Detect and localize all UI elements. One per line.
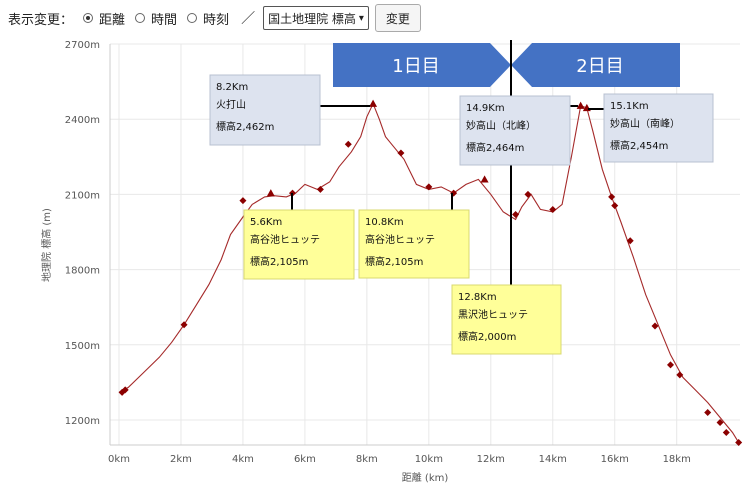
y-tick-label: 1500m [65, 341, 100, 352]
x-axis-title: 距離 (km) [402, 471, 449, 484]
x-tick-label: 4km [232, 454, 254, 465]
waypoint-diamond-marker [512, 210, 520, 218]
peak-callout-myoko-north-bg [459, 95, 571, 166]
hut-callout-kouyaike-2-line: 10.8Km [365, 217, 404, 228]
peak-callout-hiuchi-line: 火打山 [216, 98, 246, 111]
waypoint-diamond-marker [180, 321, 188, 329]
waypoint-diamond-marker [676, 371, 684, 379]
waypoint-diamond-marker [397, 149, 405, 157]
hut-callout-kurosawaike-line: 12.8Km [458, 292, 497, 303]
peak-callout-myoko-north-line: 14.9Km [466, 103, 505, 114]
x-tick-label: 10km [415, 454, 443, 465]
hut-callout-kouyaike-2-line: 標高2,105m [365, 255, 423, 268]
radio-unselected-icon[interactable] [187, 13, 198, 23]
summit-triangle-marker [480, 175, 489, 183]
peak-callout-myoko-south-bg [603, 93, 714, 163]
x-tick-label: 14km [539, 454, 567, 465]
hut-callout-kurosawaike-bg [451, 284, 562, 355]
waypoint-diamond-marker [608, 193, 616, 201]
y-tick-label: 2100m [65, 190, 100, 201]
elevation-source-select[interactable]: 国土地理院 標高 ▾ [263, 6, 369, 30]
waypoint-diamond-marker [121, 386, 129, 394]
radio-unselected-icon[interactable] [135, 13, 146, 23]
y-tick-label: 1200m [65, 416, 100, 427]
x-tick-label: 2km [170, 454, 192, 465]
waypoint-diamond-marker [239, 197, 247, 205]
radio-time-label: 時間 [151, 12, 178, 28]
day2-label: 2日目 [576, 56, 623, 77]
waypoint-diamond-marker [626, 237, 634, 245]
peak-callout-myoko-south: 15.1Km 妙高山（南峰） 標高2,454m [603, 93, 714, 163]
x-tick-label: 12km [477, 454, 505, 465]
waypoint-diamond-marker [524, 190, 532, 198]
day2-banner [511, 43, 680, 87]
hut-callout-kouyaike-1-bg [243, 209, 355, 280]
peak-callout-myoko-north-line: 妙高山（北峰） [466, 119, 536, 132]
waypoint-diamond-marker [722, 429, 730, 437]
waypoint-diamond-marker [735, 439, 743, 447]
y-tick-label: 1800m [65, 266, 100, 277]
radio-clock-label: 時刻 [203, 12, 230, 28]
peak-callout-myoko-south-line: 標高2,454m [610, 139, 668, 152]
select-value: 国土地理院 標高 [268, 11, 356, 26]
summit-triangle-marker [369, 99, 378, 107]
view-mode-radio-group: 距離 時間 時刻 [73, 9, 229, 28]
hut-callout-kouyaike-1-line: 5.6Km [250, 217, 282, 228]
display-change-label: 表示変更： [8, 12, 74, 28]
x-tick-label: 18km [663, 454, 691, 465]
hut-callout-kouyaike-1-line: 高谷池ヒュッテ [250, 233, 320, 246]
radio-selected-icon[interactable] [83, 13, 94, 23]
marker-layer [118, 99, 743, 447]
radio-clock[interactable]: 時刻 [187, 9, 229, 28]
radio-distance[interactable]: 距離 [83, 9, 125, 28]
hut-callout-kouyaike-2-bg [358, 209, 470, 279]
waypoint-diamond-marker [611, 202, 619, 210]
hut-callout-kouyaike-2-line: 高谷池ヒュッテ [365, 233, 435, 246]
waypoint-diamond-marker [704, 408, 712, 416]
radio-distance-label: 距離 [99, 12, 126, 28]
peak-callout-myoko-north: 14.9Km 妙高山（北峰） 標高2,464m [459, 95, 571, 166]
change-button[interactable]: 変更 [374, 4, 421, 32]
y-axis-title: 地理院 標高 (m) [40, 208, 53, 282]
separator: ／ [241, 11, 256, 27]
hut-callout-kurosawaike-line: 標高2,000m [458, 330, 516, 343]
day1-banner [333, 43, 511, 87]
waypoint-diamond-marker [344, 140, 352, 148]
waypoint-diamond-marker [651, 322, 659, 330]
radio-time[interactable]: 時間 [135, 9, 177, 28]
y-tick-label: 2400m [65, 115, 100, 126]
waypoint-diamond-marker [549, 205, 557, 213]
waypoint-diamond-marker [425, 183, 433, 191]
hut-callout-kurosawaike-line: 黒沢池ヒュッテ [458, 308, 528, 321]
summit-triangle-marker [576, 101, 585, 109]
waypoint-diamond-marker [716, 419, 724, 427]
day1-label: 1日目 [392, 56, 439, 77]
peak-callout-myoko-north-line: 標高2,464m [466, 141, 524, 154]
hut-callout-kouyaike-1-line: 標高2,105m [250, 255, 308, 268]
x-tick-label: 16km [601, 454, 629, 465]
toolbar: 表示変更： 距離 時間 時刻 ／ 国土地理院 標高 ▾ 変更 [0, 0, 752, 36]
summit-triangle-marker [582, 103, 591, 112]
chevron-down-icon: ▾ [358, 12, 364, 24]
axes: 1200m 1500m 1800m 2100m 2400m 2700m 0km 2km 4km 6… [40, 40, 740, 484]
x-tick-label: 0km [108, 454, 130, 465]
y-tick-label: 2700m [65, 40, 100, 51]
peak-callout-myoko-south-line: 妙高山（南峰） [610, 117, 680, 130]
peak-callout-hiuchi-bg [209, 74, 321, 146]
x-tick-label: 8km [356, 454, 378, 465]
waypoint-diamond-marker [316, 185, 324, 193]
peak-callout-myoko-south-line: 15.1Km [610, 101, 649, 112]
x-tick-label: 6km [294, 454, 316, 465]
waypoint-diamond-marker [667, 361, 675, 369]
peak-callout-hiuchi-line: 8.2Km [216, 82, 248, 93]
summit-triangle-marker [266, 189, 275, 197]
peak-callout-hiuchi-line: 標高2,462m [216, 120, 274, 133]
